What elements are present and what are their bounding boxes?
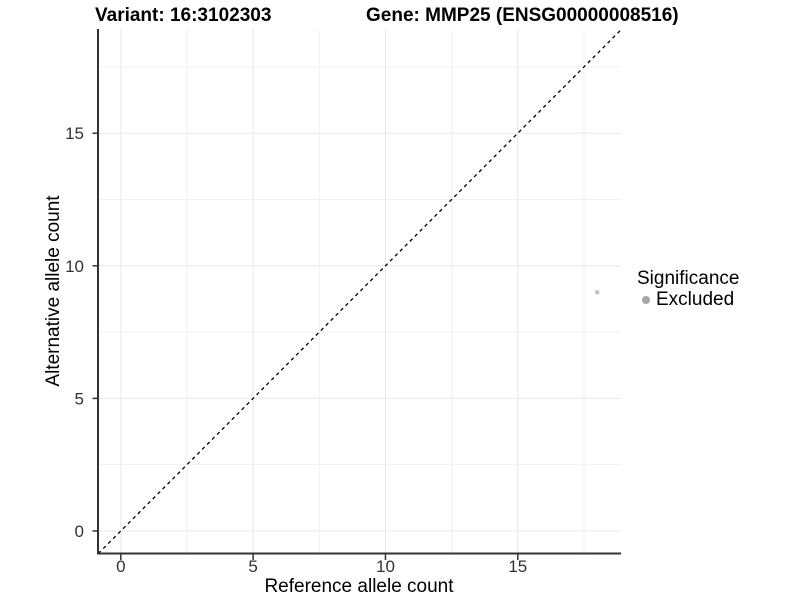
x-tick-label: 0	[116, 557, 125, 576]
identity-line	[97, 29, 622, 554]
x-tick-label: 10	[376, 557, 395, 576]
plot-title-variant: Variant: 16:3102303	[95, 5, 272, 26]
y-tick-label: 15	[65, 124, 84, 143]
y-tick-label: 0	[75, 522, 84, 541]
y-tick-label: 10	[65, 257, 84, 276]
legend-item-label: Excluded	[656, 289, 735, 310]
plot-title-gene: Gene: MMP25 (ENSG00000008516)	[366, 5, 679, 26]
x-axis-title: Reference allele count	[264, 576, 454, 597]
y-tick-label: 5	[75, 389, 84, 408]
legend-title: Significance	[637, 268, 740, 289]
data-point-excluded	[594, 290, 600, 295]
legend-item-excluded: Excluded	[637, 289, 739, 310]
y-axis-title: Alternative allele count	[43, 195, 64, 387]
legend: Significance Excluded	[637, 268, 739, 310]
x-tick-label: 15	[508, 557, 527, 576]
x-tick-label: 5	[248, 557, 257, 576]
legend-point-icon	[642, 295, 650, 304]
